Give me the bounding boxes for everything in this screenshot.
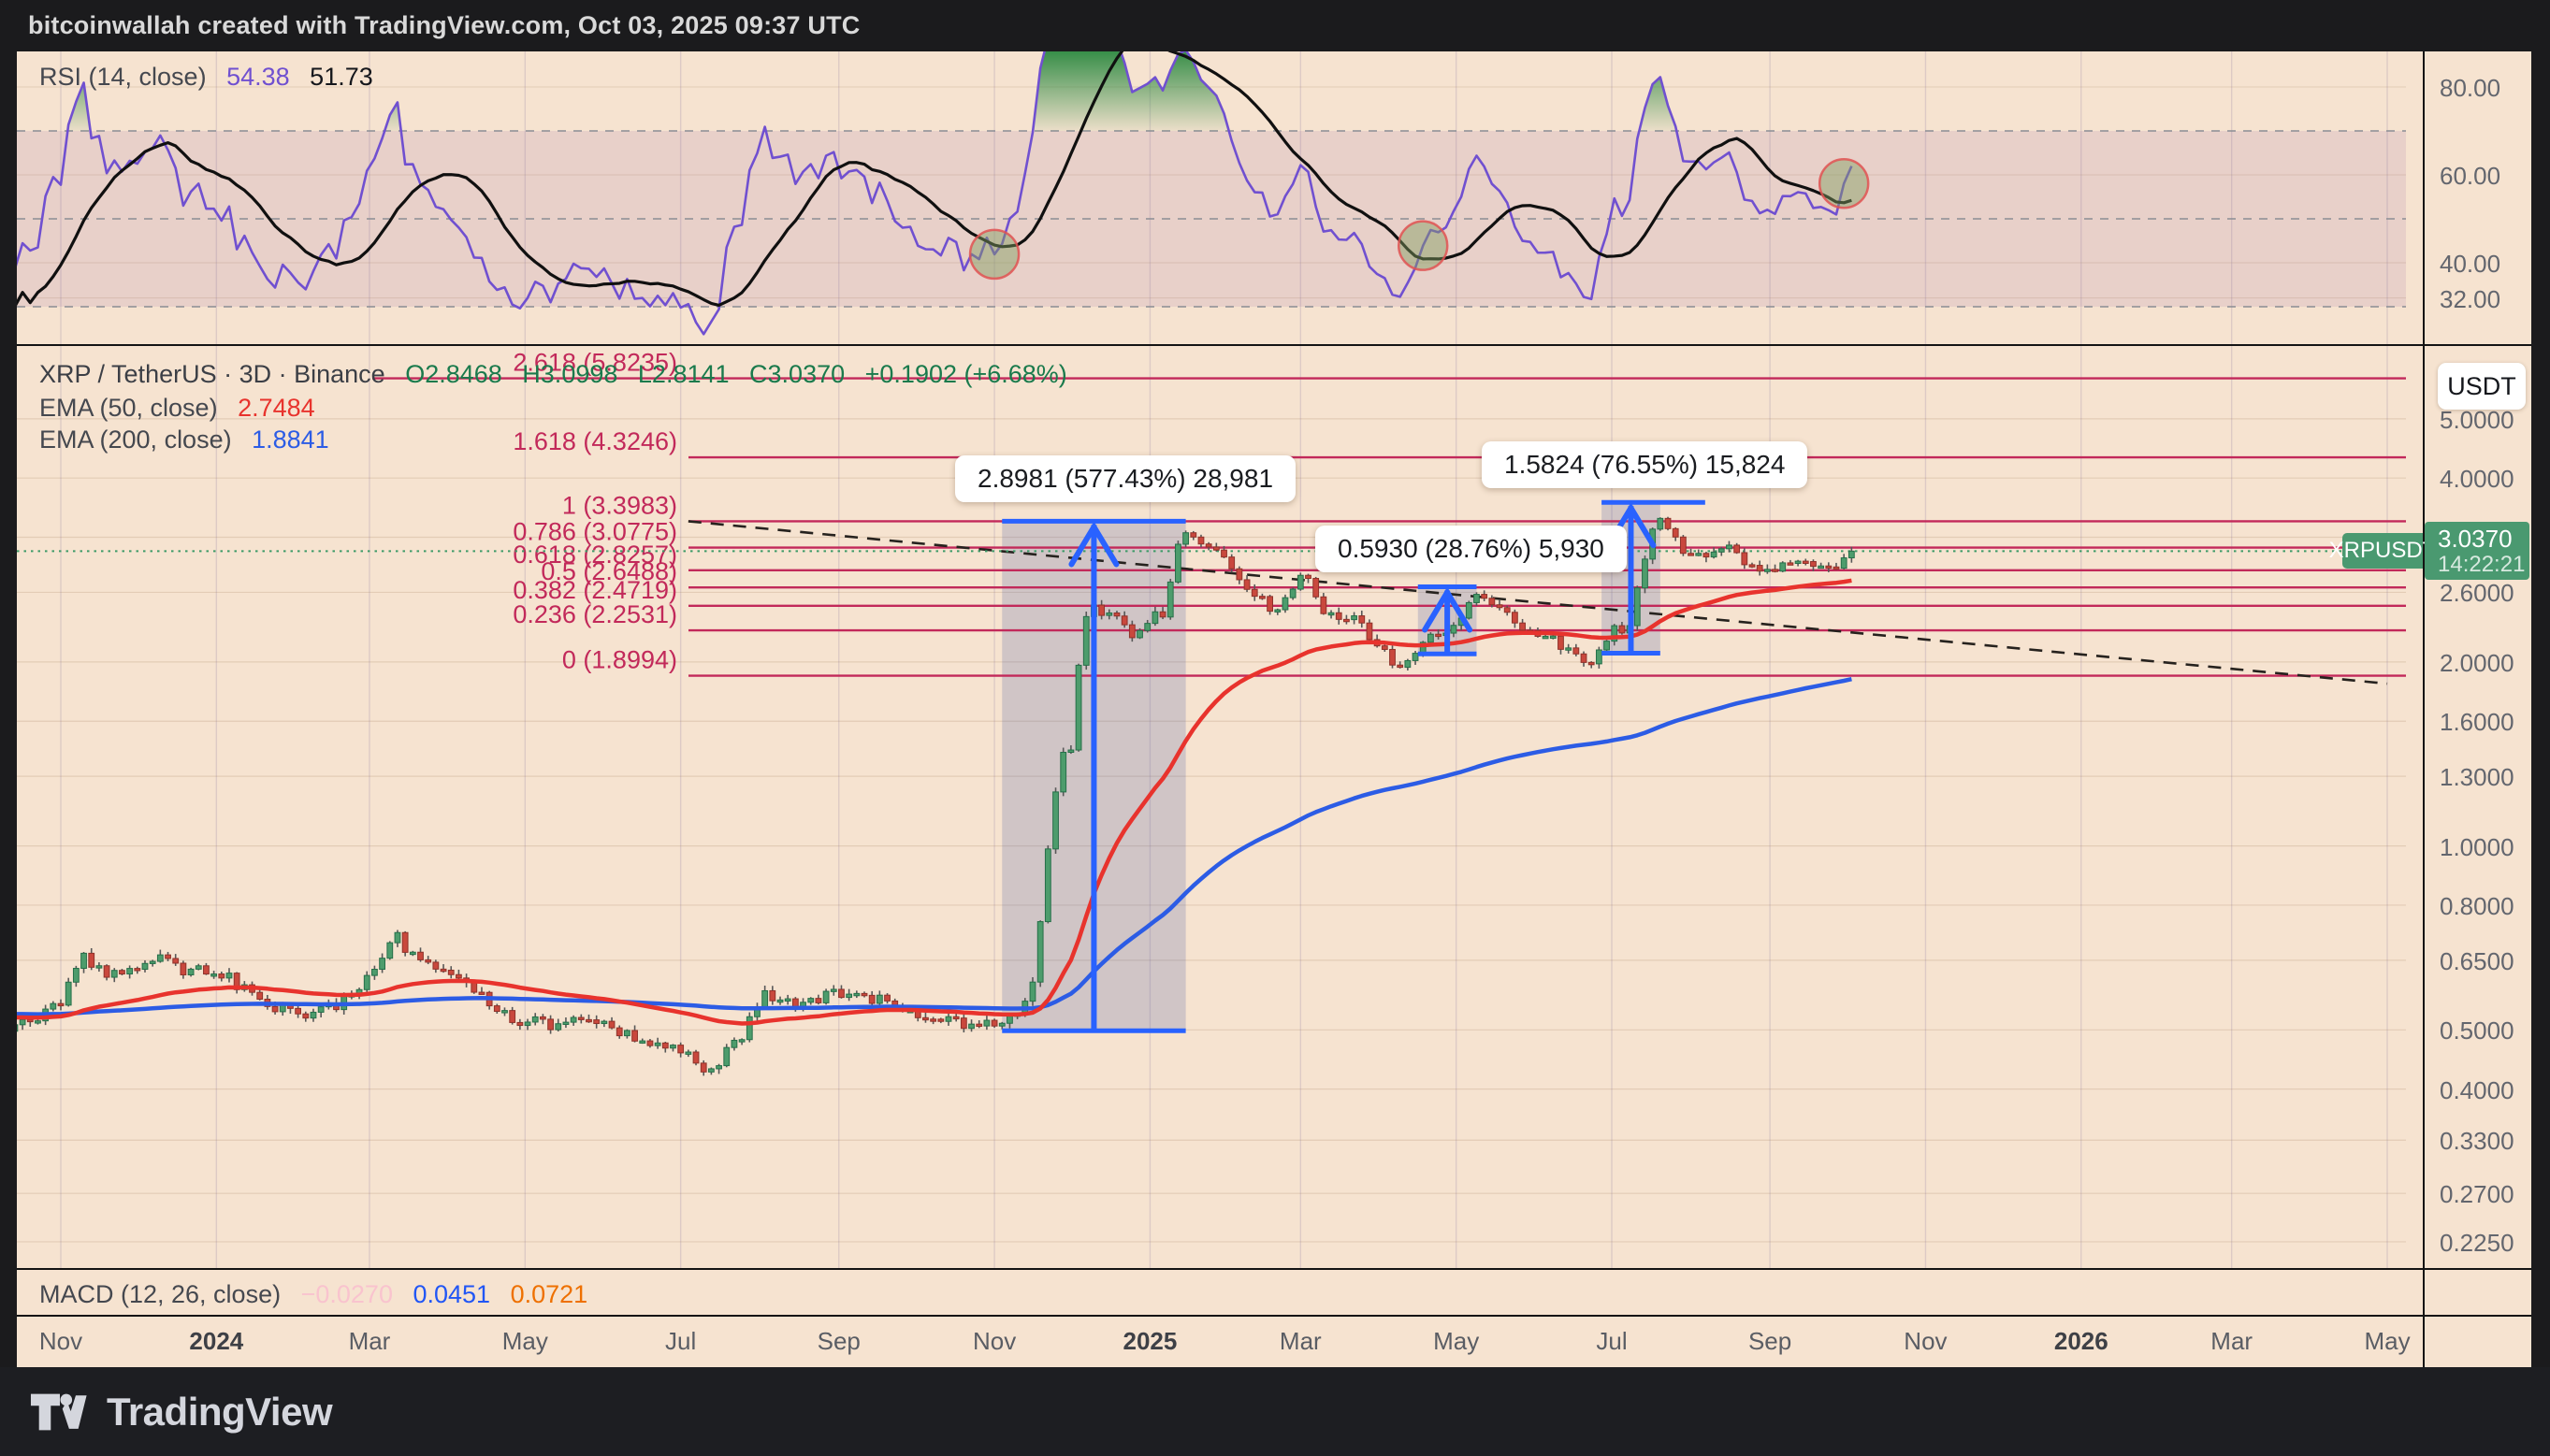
time-axis-month-label: Sep — [817, 1327, 861, 1355]
rsi-axis-tick: 40.00 — [2440, 250, 2501, 278]
last-price-badge: 3.0370 14:22:21 — [2425, 522, 2529, 580]
time-axis-month-label: Jul — [1596, 1327, 1628, 1355]
measurement-tools — [1002, 499, 1705, 1033]
ohlc-close: C3.0370 — [749, 360, 846, 388]
fib-level-label: 1.618 (4.3246) — [513, 427, 677, 455]
tradingview-brand-text: TradingView — [107, 1389, 333, 1434]
ema200-title: EMA (200, close) — [39, 425, 232, 454]
price-axis-tick: 0.2250 — [2440, 1228, 2514, 1257]
macd-signal-value: 0.0721 — [510, 1280, 588, 1308]
macd-legend[interactable]: MACD (12, 26, close) −0.0270 0.0451 0.07… — [39, 1280, 601, 1309]
macd-hist-value: −0.0270 — [300, 1280, 393, 1308]
ohlc-high: H3.0998 — [522, 360, 618, 388]
time-axis-month-label: Nov — [38, 1327, 83, 1355]
rsi-axis-tick: 32.00 — [2440, 284, 2501, 313]
ema50-legend[interactable]: EMA (50, close) 2.7484 — [39, 394, 328, 423]
time-axis-separator — [17, 1315, 2531, 1317]
price-axis-tick: 4.0000 — [2440, 465, 2514, 494]
price-axis-tick: 0.6500 — [2440, 946, 2514, 975]
chart-area[interactable]: 2.618 (5.8235) 1.618 (4.3246) 1 (3.3983) 0.… — [17, 51, 2531, 1367]
ohlc-low: L2.8141 — [637, 360, 730, 388]
fib-level-label: 0.236 (2.2531) — [513, 600, 677, 628]
time-axis-month-label: May — [501, 1327, 548, 1355]
fib-level-label: 1 (3.3983) — [562, 491, 677, 519]
rsi-ma-value: 51.73 — [310, 63, 373, 91]
ohlc-open: O2.8468 — [405, 360, 502, 388]
last-price-symbol-badge: XRPUSDT — [2329, 533, 2436, 569]
ohlc-change: +0.1902 (+6.68%) — [864, 360, 1067, 388]
price-axis-tick: 0.5000 — [2440, 1016, 2514, 1045]
ema50-value: 2.7484 — [238, 394, 315, 422]
pane-separator[interactable] — [17, 344, 2531, 346]
measurement-label-3[interactable]: 1.5824 (76.55%) 15,824 — [1482, 441, 1808, 488]
rsi-signal-circle — [1397, 220, 1449, 271]
pane-separator[interactable] — [17, 1268, 2531, 1270]
fib-level-label: 0.786 (3.0775) — [513, 518, 677, 546]
price-axis-border — [2423, 51, 2425, 1367]
fib-level-label: 0.618 (2.8257) — [513, 541, 677, 569]
ema200-legend[interactable]: EMA (200, close) 1.8841 — [39, 425, 342, 454]
bar-countdown: 14:22:21 — [2438, 552, 2526, 577]
price-axis-tick: 1.6000 — [2440, 708, 2514, 737]
price-axis-tick: 0.2700 — [2440, 1180, 2514, 1209]
time-axis-month-label: Sep — [1747, 1327, 1792, 1355]
rsi-legend[interactable]: RSI (14, close) 54.38 51.73 — [39, 63, 386, 92]
price-axis-tick: 0.8000 — [2440, 891, 2514, 920]
price-axis-tick: 0.4000 — [2440, 1075, 2514, 1104]
time-axis-year-label: 2026 — [2053, 1327, 2108, 1355]
footer-bar: TradingView — [0, 1367, 2550, 1456]
time-axis-month-label: Jul — [665, 1327, 697, 1355]
price-axis-tick: 2.0000 — [2440, 648, 2514, 677]
time-axis-month-label: Mar — [348, 1327, 391, 1355]
tradingview-logo-icon — [30, 1393, 87, 1430]
ema200-line — [17, 677, 1852, 1016]
price-axis-tick: 5.0000 — [2440, 405, 2514, 434]
price-axis-tick: 0.3300 — [2440, 1127, 2514, 1156]
ema200-value: 1.8841 — [252, 425, 329, 454]
symbol-title: XRP / TetherUS · 3D · Binance — [39, 360, 385, 388]
candles-layer — [17, 517, 1855, 1073]
rsi-axis-tick: 60.00 — [2440, 162, 2501, 190]
time-axis-month-label: May — [2364, 1327, 2411, 1355]
rsi-pane-plot[interactable] — [17, 51, 2531, 346]
fib-level-label: 0 (1.8994) — [562, 646, 677, 674]
time-axis-month-label: Mar — [1279, 1327, 1322, 1355]
rsi-ma-line — [17, 51, 1852, 308]
rsi-legend-title: RSI (14, close) — [39, 63, 207, 91]
ema50-line — [17, 578, 1852, 1026]
price-pane-plot[interactable]: 2.618 (5.8235)1.618 (4.3246)1 (3.3983)0.… — [17, 346, 2531, 1269]
fib-level-label: 0.382 (2.4719) — [513, 576, 677, 604]
tradingview-brand[interactable]: TradingView — [30, 1389, 333, 1434]
price-axis-tick: 2.6000 — [2440, 579, 2514, 608]
watermark-bar: bitcoinwallah created with TradingView.c… — [0, 0, 2550, 51]
watermark-text: bitcoinwallah created with TradingView.c… — [28, 11, 861, 39]
last-price-value: 3.0370 — [2438, 525, 2513, 553]
time-axis-month-label: Mar — [2210, 1327, 2253, 1355]
macd-title: MACD (12, 26, close) — [39, 1280, 282, 1308]
price-axis-tick: 1.0000 — [2440, 832, 2514, 861]
time-axis-month-label: Nov — [1904, 1327, 1948, 1355]
rsi-line — [17, 51, 1853, 336]
fib-level-label: 0.5 (2.6488) — [541, 557, 677, 585]
rsi-signal-circle — [1818, 157, 1870, 209]
time-axis-month-label: May — [1433, 1327, 1480, 1355]
time-axis-year-label: 2024 — [189, 1327, 244, 1355]
price-axis-tick: 1.3000 — [2440, 763, 2514, 792]
macd-value: 0.0451 — [413, 1280, 491, 1308]
time-axis-month-label: Nov — [972, 1327, 1017, 1355]
symbol-legend[interactable]: XRP / TetherUS · 3D · Binance O2.8468 H3… — [39, 360, 1080, 389]
rsi-axis-tick: 80.00 — [2440, 74, 2501, 102]
fib-level-label: 2.618 (5.8235) — [513, 349, 677, 377]
measurement-label-1[interactable]: 2.8981 (577.43%) 28,981 — [955, 455, 1297, 502]
time-axis-year-label: 2025 — [1123, 1327, 1178, 1355]
rsi-value: 54.38 — [226, 63, 290, 91]
currency-toggle-button[interactable]: USDT — [2438, 363, 2526, 410]
measurement-label-2[interactable]: 0.5930 (28.76%) 5,930 — [1315, 526, 1627, 572]
rsi-signal-circle — [968, 228, 1021, 281]
ema50-title: EMA (50, close) — [39, 394, 218, 422]
